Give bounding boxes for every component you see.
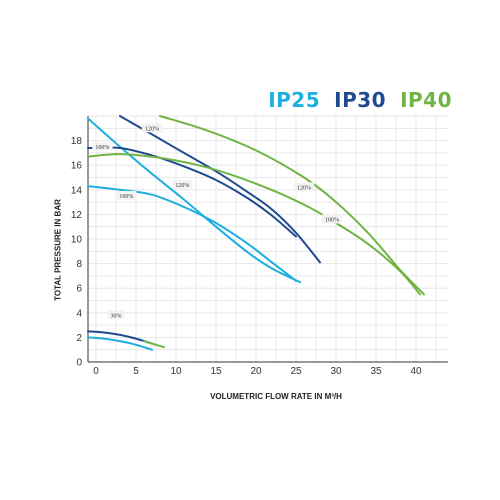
y-tick-label: 10 <box>71 235 83 246</box>
annotation-label: 100% <box>119 194 133 200</box>
curve-annotations: 120% 100% 120% 100% 120% 100% 30% <box>92 123 343 320</box>
annotation-label: 120% <box>175 183 189 189</box>
series-line-ip25-30pct <box>87 336 153 351</box>
series-line-ip30-100pct <box>87 146 297 238</box>
x-tick-label: 10 <box>170 366 182 377</box>
legend-ip25: IP25 <box>268 88 321 112</box>
x-tick-label: 30 <box>330 366 342 377</box>
x-tick-label: 15 <box>210 366 222 377</box>
annotation-label-bg <box>107 310 125 320</box>
annotation-label: 100% <box>325 217 339 223</box>
annotation-label-bg <box>141 123 163 133</box>
x-tick-label: 35 <box>370 366 382 377</box>
x-tick-labels: 0 5 10 15 20 25 30 35 40 <box>93 366 422 377</box>
annotation-label: 120% <box>297 185 311 191</box>
y-tick-label: 18 <box>71 136 83 147</box>
x-tick-label: 0 <box>93 366 99 377</box>
y-tick-labels: 0 2 4 6 8 10 12 14 16 18 <box>71 136 83 368</box>
legend: IP25 IP30 IP40 <box>268 88 452 112</box>
series-line-ip25-120pct <box>87 117 301 284</box>
annotation-label: 120% <box>145 126 159 132</box>
series-line-ip40-30pct <box>143 340 165 349</box>
y-tick-label: 6 <box>76 284 82 295</box>
y-axis-label: TOTAL PRESSURE IN BAR <box>53 199 63 301</box>
y-tick-label: 14 <box>71 185 83 196</box>
y-tick-label: 12 <box>71 210 83 221</box>
series-lines <box>87 115 425 351</box>
annotation-label-bg <box>321 214 343 224</box>
legend-ip40: IP40 <box>400 88 452 112</box>
series-line-ip40-100pct <box>87 153 421 296</box>
legend-ip30: IP30 <box>334 88 387 112</box>
annotation-label-bg <box>92 141 113 151</box>
y-tick-label: 16 <box>71 161 83 172</box>
x-tick-label: 5 <box>133 366 139 377</box>
annotation-label-bg <box>293 182 315 192</box>
y-tick-label: 8 <box>76 259 82 270</box>
annotation-label-bg <box>116 190 137 200</box>
x-tick-label: 25 <box>290 366 302 377</box>
x-tick-label: 20 <box>250 366 262 377</box>
y-tick-label: 0 <box>76 358 82 369</box>
annotation-label: 100% <box>95 145 109 151</box>
annotation-label: 30% <box>111 313 122 319</box>
x-axis-label: VOLUMETRIC FLOW RATE IN M³/H <box>210 392 342 401</box>
series-line-ip30-30pct <box>87 330 153 345</box>
x-tick-label: 40 <box>410 366 422 377</box>
y-tick-label: 4 <box>76 308 82 319</box>
annotation-label-bg <box>172 179 193 189</box>
y-tick-label: 2 <box>76 333 82 344</box>
series-line-ip40-120pct <box>159 115 425 296</box>
grid <box>88 115 448 363</box>
series-line-ip30-120pct <box>119 115 321 264</box>
series-line-ip25-100pct <box>87 185 297 282</box>
